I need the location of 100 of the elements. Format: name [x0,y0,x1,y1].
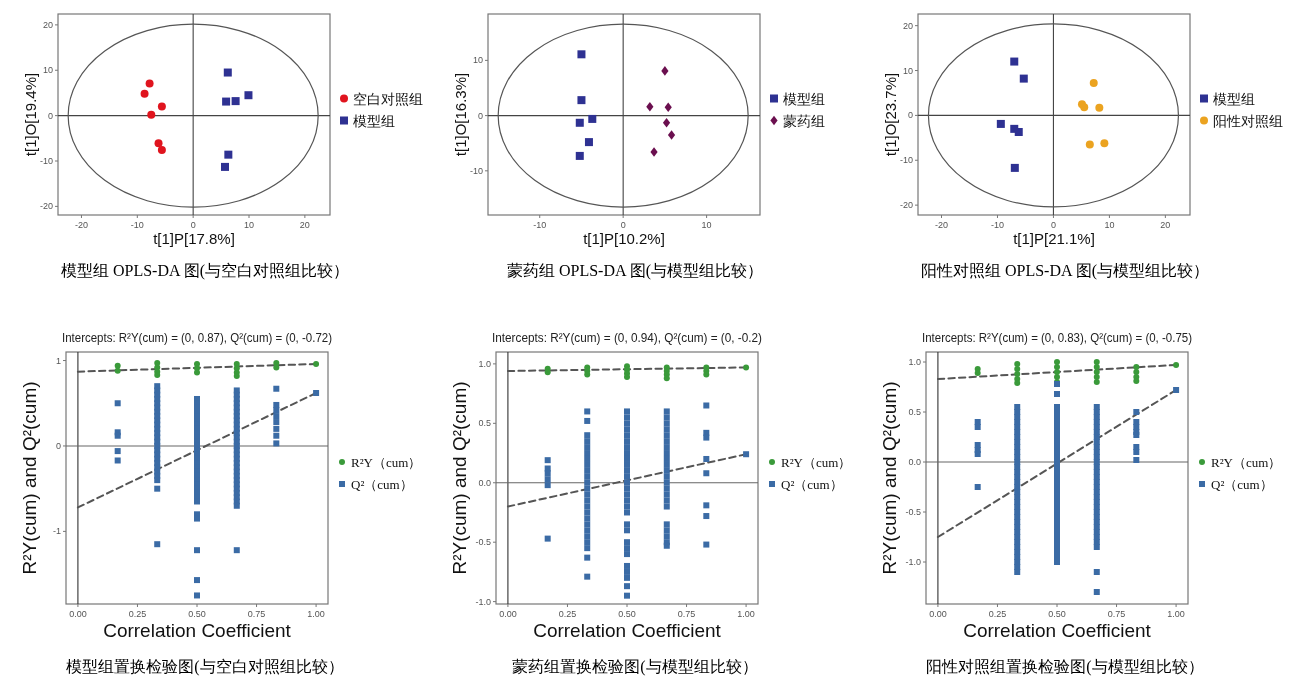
y-tick-label: -1 [52,526,61,537]
x-tick-label: -10 [990,220,1004,230]
legend-label: R²Y（cum） [351,455,422,470]
y-tick-label: -1.0 [475,596,491,607]
point [703,371,710,378]
point [575,151,584,160]
point [244,91,253,100]
point [577,96,586,105]
point [1133,378,1140,384]
point [996,119,1005,128]
point [1054,369,1060,375]
point [584,138,593,147]
point [157,102,166,111]
legend-label: 空白对照组 [353,90,423,107]
x-axis-title: Correlation Coefficient [963,620,1152,641]
x-tick-label: 1.00 [737,609,755,619]
y-axis-title: t[1]O[23.7%] [882,72,899,157]
point [664,102,672,113]
point [646,101,654,112]
point [1093,369,1100,375]
point [154,139,163,148]
point [667,130,676,140]
text: 阳性对照组置换检验图(与模型组比较） [926,658,1204,676]
point [114,367,121,374]
point [1010,57,1019,66]
x-axis-title: Correlation Coefficient [533,620,722,641]
x-tick-label: 0.50 [1048,609,1066,619]
x-tick-label: 0 [190,220,196,230]
x-tick-label: 0.00 [929,609,947,619]
point [157,146,166,155]
legend-label: 模型组 [353,112,395,129]
point [145,79,154,88]
y-tick-label: -1.0 [905,557,921,567]
point [224,150,233,159]
legend-label: 阳性对照组 [1213,112,1283,129]
point [577,50,586,59]
x-tick-label: 0.25 [128,609,147,619]
point [743,364,750,371]
chart-title: Intercepts: R²Y(cum) = (0, 0.83), Q²(cum) = (0, -0.75) [922,331,1216,345]
point [154,372,161,379]
x-axis-title: t[1]P[17.8%] [153,230,235,247]
y-tick-label: -10 [899,155,913,166]
x-tick-label: -20 [935,220,949,230]
point [223,68,232,77]
y-tick-label: 10 [42,65,53,76]
text: 模型组 OPLS-DA 图(与空白对照组比较） [60,262,350,280]
point [1054,359,1060,365]
point [194,369,200,376]
y-tick-label: 0.5 [478,418,491,429]
point [1010,163,1019,172]
point [147,110,156,119]
y-axis-title: R²Y(cum) and Q²(cum) [449,381,470,575]
y-tick-label: 1.0 [908,357,921,367]
x-tick-label: 0 [1050,220,1056,230]
point [1054,364,1060,370]
point [1014,371,1021,377]
point [1093,359,1100,365]
point [273,364,280,371]
text: 阳性对照组 OPLS-DA 图(与模型组比较） [920,262,1210,280]
point [313,360,320,367]
point [221,162,229,171]
x-tick-label: 0.00 [69,609,87,619]
y-tick-label: 20 [42,19,53,30]
y-tick-label: 0 [907,110,913,121]
point [650,147,658,157]
point [1133,364,1140,370]
point [1089,79,1098,88]
point [1093,379,1100,385]
x-axis-title: Correlation Coefficient [103,620,292,641]
y-tick-label: 10 [472,55,483,66]
point [140,89,149,98]
chart-title: Intercepts: R²Y(cum) = (0, 0.87), Q²(cum) = (0, -0.72) [62,331,356,345]
point [974,370,981,376]
legend-label: Q²（cum） [1211,477,1273,492]
x-tick-label: 20 [299,220,310,230]
point [1093,364,1100,370]
y-tick-label: -0.5 [475,537,491,548]
x-axis-title: t[1]P[21.1%] [1013,230,1095,247]
x-tick-label: -10 [130,220,144,230]
y-tick-label: 10 [902,65,913,76]
y-tick-label: 0 [47,110,53,121]
point [114,362,121,369]
x-tick-label: 0.75 [1107,609,1126,619]
legend-label: R²Y（cum） [1211,455,1282,470]
y-axis-title: R²Y(cum) and Q²(cum) [19,381,40,575]
x-tick-label: 10 [244,220,255,230]
point [231,97,240,106]
y-tick-label: -20 [39,201,53,212]
y-tick-label: 0 [477,110,483,121]
legend-label: R²Y（cum） [781,455,852,470]
point [663,375,670,382]
y-tick-label: 0.0 [908,457,921,467]
y-tick-label: 1 [55,355,61,366]
y-axis-title: t[1]O[16.3%] [452,72,469,157]
point [584,371,591,378]
point [1085,140,1094,149]
point [588,114,597,123]
y-tick-label: -10 [469,165,483,176]
point [1014,380,1021,386]
legend-label: 蒙药组 [783,112,825,129]
